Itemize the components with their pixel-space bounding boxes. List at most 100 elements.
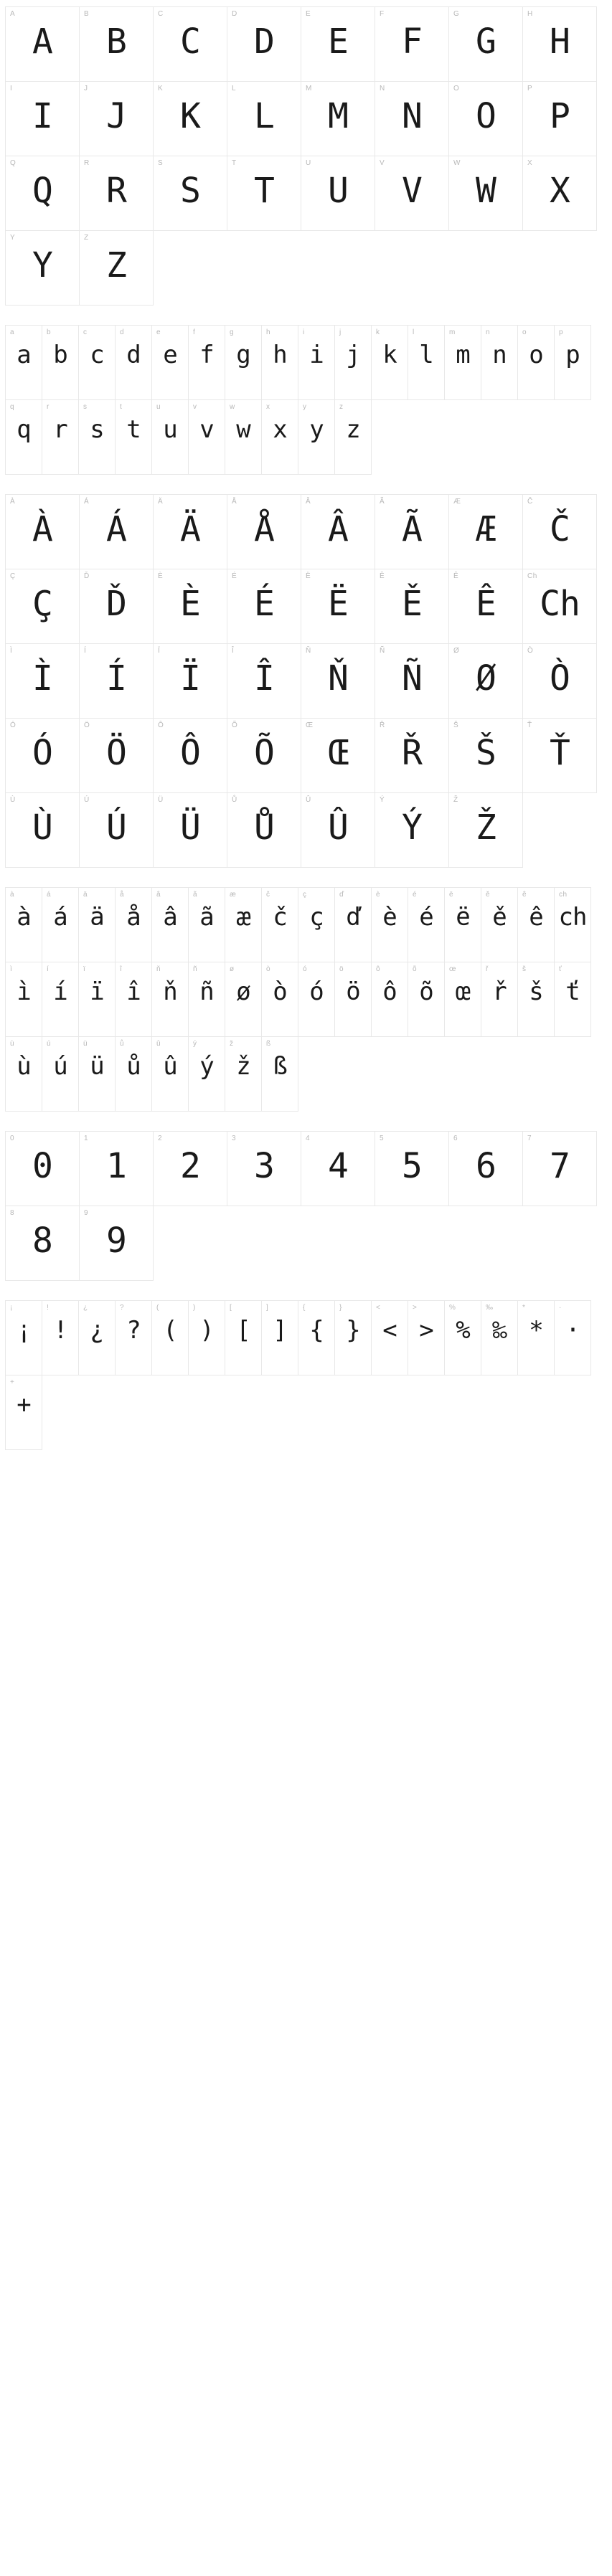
glyph-cell[interactable]: PP: [522, 81, 597, 156]
glyph-cell[interactable]: ??: [115, 1300, 152, 1375]
glyph-cell[interactable]: ĎĎ: [79, 569, 154, 644]
glyph-cell[interactable]: ÜÜ: [153, 792, 227, 868]
glyph-cell[interactable]: vv: [188, 399, 225, 475]
glyph-cell[interactable]: XX: [522, 156, 597, 231]
glyph-cell[interactable]: ûû: [151, 1036, 189, 1112]
glyph-cell[interactable]: ěě: [481, 887, 518, 962]
glyph-cell[interactable]: kk: [371, 325, 408, 400]
glyph-cell[interactable]: 55: [375, 1131, 449, 1206]
glyph-cell[interactable]: ÏÏ: [153, 643, 227, 719]
glyph-cell[interactable]: ii: [298, 325, 335, 400]
glyph-cell[interactable]: <<: [371, 1300, 408, 1375]
glyph-cell[interactable]: îî: [115, 962, 152, 1037]
glyph-cell[interactable]: ÂÂ: [301, 494, 375, 569]
glyph-cell[interactable]: øø: [225, 962, 262, 1037]
glyph-cell[interactable]: åå: [115, 887, 152, 962]
glyph-cell[interactable]: JJ: [79, 81, 154, 156]
glyph-cell[interactable]: ťť: [554, 962, 591, 1037]
glyph-cell[interactable]: !!: [42, 1300, 79, 1375]
glyph-cell[interactable]: ÉÉ: [227, 569, 301, 644]
glyph-cell[interactable]: šš: [517, 962, 555, 1037]
glyph-cell[interactable]: 33: [227, 1131, 301, 1206]
glyph-cell[interactable]: gg: [225, 325, 262, 400]
glyph-cell[interactable]: >>: [408, 1300, 445, 1375]
glyph-cell[interactable]: 22: [153, 1131, 227, 1206]
glyph-cell[interactable]: èè: [371, 887, 408, 962]
glyph-cell[interactable]: TT: [227, 156, 301, 231]
glyph-cell[interactable]: FF: [375, 6, 449, 82]
glyph-cell[interactable]: ee: [151, 325, 189, 400]
glyph-cell[interactable]: uu: [151, 399, 189, 475]
glyph-cell[interactable]: ËË: [301, 569, 375, 644]
glyph-cell[interactable]: II: [5, 81, 80, 156]
glyph-cell[interactable]: aa: [5, 325, 42, 400]
glyph-cell[interactable]: ÈÈ: [153, 569, 227, 644]
glyph-cell[interactable]: ââ: [151, 887, 189, 962]
glyph-cell[interactable]: ÒÒ: [522, 643, 597, 719]
glyph-cell[interactable]: ìì: [5, 962, 42, 1037]
glyph-cell[interactable]: ]]: [261, 1300, 298, 1375]
glyph-cell[interactable]: ÃÃ: [375, 494, 449, 569]
glyph-cell[interactable]: àà: [5, 887, 42, 962]
glyph-cell[interactable]: ll: [408, 325, 445, 400]
glyph-cell[interactable]: QQ: [5, 156, 80, 231]
glyph-cell[interactable]: čč: [261, 887, 298, 962]
glyph-cell[interactable]: EE: [301, 6, 375, 82]
glyph-cell[interactable]: ÄÄ: [153, 494, 227, 569]
glyph-cell[interactable]: LL: [227, 81, 301, 156]
glyph-cell[interactable]: ïï: [78, 962, 116, 1037]
glyph-cell[interactable]: VV: [375, 156, 449, 231]
glyph-cell[interactable]: ŘŘ: [375, 718, 449, 793]
glyph-cell[interactable]: ff: [188, 325, 225, 400]
glyph-cell[interactable]: ãã: [188, 887, 225, 962]
glyph-cell[interactable]: ÆÆ: [448, 494, 523, 569]
glyph-cell[interactable]: ŇŇ: [301, 643, 375, 719]
glyph-cell[interactable]: ýý: [188, 1036, 225, 1112]
glyph-cell[interactable]: œœ: [444, 962, 481, 1037]
glyph-cell[interactable]: ôô: [371, 962, 408, 1037]
glyph-cell[interactable]: ÁÁ: [79, 494, 154, 569]
glyph-cell[interactable]: jj: [334, 325, 372, 400]
glyph-cell[interactable]: ¡¡: [5, 1300, 42, 1375]
glyph-cell[interactable]: [[: [225, 1300, 262, 1375]
glyph-cell[interactable]: AA: [5, 6, 80, 82]
glyph-cell[interactable]: **: [517, 1300, 555, 1375]
glyph-cell[interactable]: ŠŠ: [448, 718, 523, 793]
glyph-cell[interactable]: ZZ: [79, 230, 154, 306]
glyph-cell[interactable]: oo: [517, 325, 555, 400]
glyph-cell[interactable]: ùù: [5, 1036, 42, 1112]
glyph-cell[interactable]: òò: [261, 962, 298, 1037]
glyph-cell[interactable]: UU: [301, 156, 375, 231]
glyph-cell[interactable]: GG: [448, 6, 523, 82]
glyph-cell[interactable]: ŤŤ: [522, 718, 597, 793]
glyph-cell[interactable]: ++: [5, 1375, 42, 1450]
glyph-cell[interactable]: ÎÎ: [227, 643, 301, 719]
glyph-cell[interactable]: ňň: [151, 962, 189, 1037]
glyph-cell[interactable]: HH: [522, 6, 597, 82]
glyph-cell[interactable]: hh: [261, 325, 298, 400]
glyph-cell[interactable]: KK: [153, 81, 227, 156]
glyph-cell[interactable]: ÑÑ: [375, 643, 449, 719]
glyph-cell[interactable]: BB: [79, 6, 154, 82]
glyph-cell[interactable]: chch: [554, 887, 591, 962]
glyph-cell[interactable]: ÝÝ: [375, 792, 449, 868]
glyph-cell[interactable]: RR: [79, 156, 154, 231]
glyph-cell[interactable]: nn: [481, 325, 518, 400]
glyph-cell[interactable]: éé: [408, 887, 445, 962]
glyph-cell[interactable]: ¿¿: [78, 1300, 116, 1375]
glyph-cell[interactable]: %%: [444, 1300, 481, 1375]
glyph-cell[interactable]: 66: [448, 1131, 523, 1206]
glyph-cell[interactable]: ÍÍ: [79, 643, 154, 719]
glyph-cell[interactable]: bb: [42, 325, 79, 400]
glyph-cell[interactable]: öö: [334, 962, 372, 1037]
glyph-cell[interactable]: )): [188, 1300, 225, 1375]
glyph-cell[interactable]: mm: [444, 325, 481, 400]
glyph-cell[interactable]: xx: [261, 399, 298, 475]
glyph-cell[interactable]: žž: [225, 1036, 262, 1112]
glyph-cell[interactable]: 11: [79, 1131, 154, 1206]
glyph-cell[interactable]: óó: [298, 962, 335, 1037]
glyph-cell[interactable]: ůů: [115, 1036, 152, 1112]
glyph-cell[interactable]: ÓÓ: [5, 718, 80, 793]
glyph-cell[interactable]: ÖÖ: [79, 718, 154, 793]
glyph-cell[interactable]: 00: [5, 1131, 80, 1206]
